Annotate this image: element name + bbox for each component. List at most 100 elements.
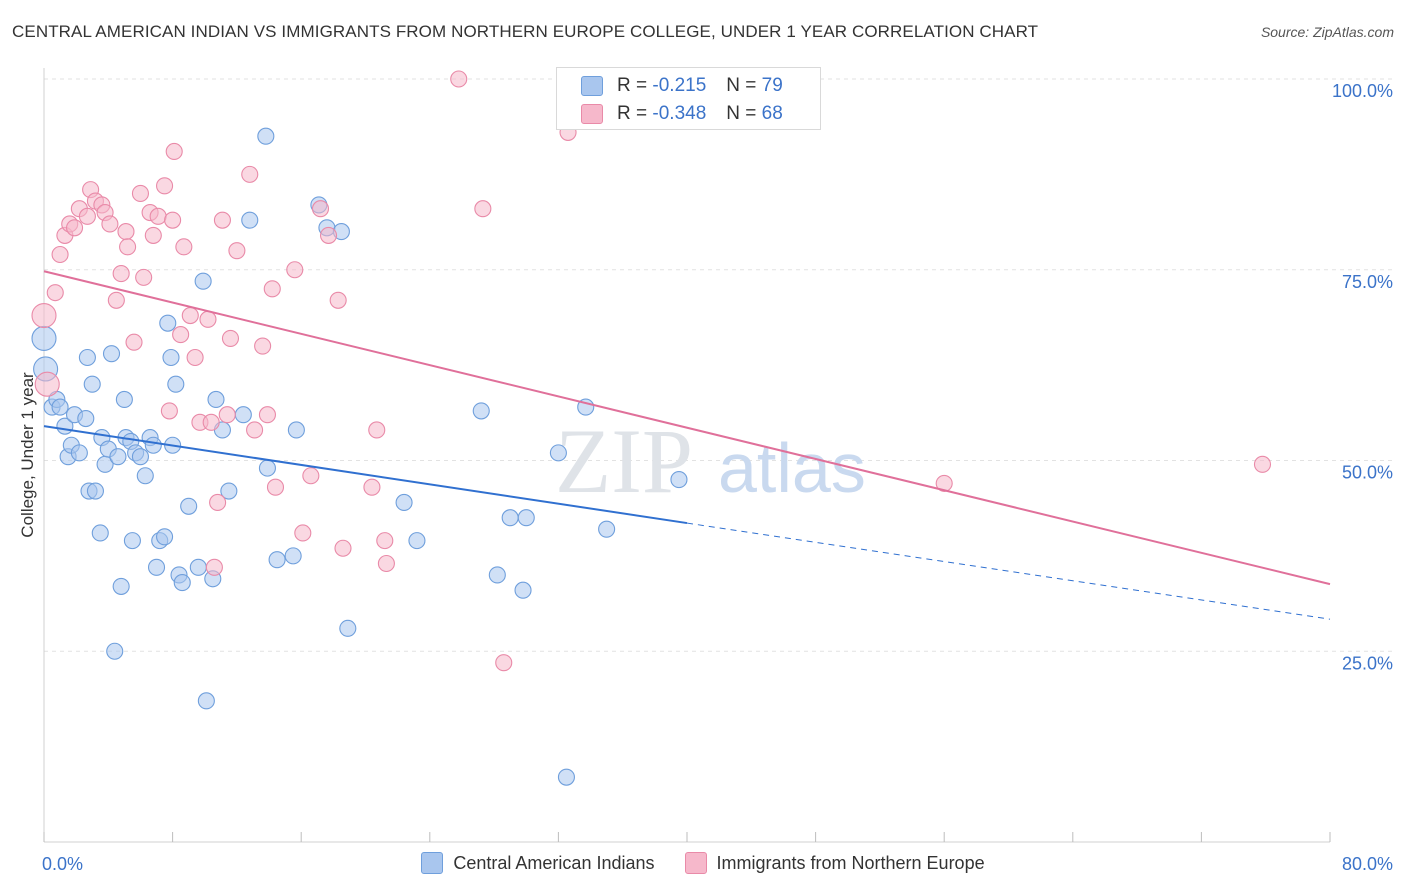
point-northern-europe [1253, 455, 1272, 473]
point-northern-europe [205, 558, 223, 576]
trend-line-central-american [43, 425, 688, 525]
point-northern-europe [125, 333, 143, 351]
gridlines [44, 78, 1392, 652]
point-central-american [287, 421, 305, 439]
point-northern-europe [119, 238, 137, 256]
point-central-american [115, 390, 133, 409]
point-northern-europe [258, 406, 276, 424]
trend-line-northern-europe [43, 270, 1331, 586]
point-northern-europe [186, 348, 204, 367]
point-northern-europe [294, 524, 312, 542]
y-axis-label: College, Under 1 year [18, 372, 37, 538]
point-central-american [234, 406, 252, 424]
source-credit: Source: ZipAtlas.com [1260, 24, 1394, 40]
point-northern-europe [160, 402, 178, 420]
point-central-american [408, 532, 426, 550]
point-northern-europe [117, 223, 135, 241]
point-northern-europe [450, 70, 468, 88]
trend-lines [43, 270, 1331, 620]
point-central-american [91, 524, 109, 542]
legend-swatch-pink [684, 852, 707, 874]
point-northern-europe [266, 478, 285, 496]
point-central-american [162, 348, 180, 367]
point-central-american [31, 325, 57, 351]
point-northern-europe [149, 207, 167, 225]
legend-item-central-american[interactable]: Central American Indians [421, 852, 655, 874]
point-central-american [339, 619, 357, 637]
point-northern-europe [935, 474, 953, 492]
point-northern-europe [329, 291, 347, 309]
point-central-american [549, 444, 567, 462]
point-central-american [598, 520, 616, 538]
point-central-american [136, 467, 154, 485]
point-central-american [123, 532, 141, 550]
stats-r-value: -0.215 [652, 75, 707, 96]
point-northern-europe [175, 238, 193, 256]
point-northern-europe [218, 406, 236, 424]
legend-label: Immigrants from Northern Europe [716, 852, 985, 873]
stats-r-label: R = [617, 75, 648, 96]
y-tick-label: 25.0% [1342, 653, 1393, 673]
point-northern-europe [495, 654, 513, 672]
point-central-american [258, 459, 276, 477]
stats-row-northern-europe: R = -0.348 N = 68 [581, 100, 783, 128]
point-northern-europe [144, 226, 162, 244]
point-northern-europe [377, 554, 395, 573]
point-northern-europe [319, 226, 338, 244]
point-northern-europe [135, 268, 153, 286]
point-central-american [268, 551, 286, 569]
point-northern-europe [202, 413, 220, 431]
legend-swatch-blue [421, 852, 444, 874]
point-central-american [194, 272, 212, 290]
point-central-american [167, 375, 185, 393]
point-central-american [472, 402, 490, 420]
point-central-american [501, 509, 519, 527]
point-central-american [131, 448, 149, 466]
stats-n-value: 79 [761, 75, 783, 96]
point-central-american [557, 768, 575, 786]
point-central-american [173, 574, 191, 592]
watermark-zip: ZIP [555, 410, 693, 512]
point-central-american [670, 471, 688, 489]
legend-item-northern-europe[interactable]: Immigrants from Northern Europe [684, 852, 985, 874]
point-central-american [83, 375, 101, 393]
point-northern-europe [254, 337, 272, 355]
point-central-american [220, 482, 238, 500]
point-northern-europe [311, 200, 330, 218]
point-northern-europe [164, 211, 182, 229]
point-northern-europe [78, 207, 96, 225]
x-tick-label: 80.0% [1342, 854, 1393, 874]
point-northern-europe [65, 219, 84, 237]
data-points [31, 70, 1272, 786]
point-northern-europe [165, 142, 183, 161]
point-central-american [147, 558, 166, 576]
point-northern-europe [363, 478, 381, 496]
stats-n-label: N = [726, 103, 757, 124]
axes [43, 68, 1331, 843]
y-tick-label: 50.0% [1342, 463, 1393, 483]
tick-labels: 25.0% 50.0% 75.0% 100.0% 0.0% 80.0% [42, 81, 1393, 874]
point-northern-europe [221, 329, 240, 347]
point-northern-europe [181, 306, 199, 325]
stats-n-value: 68 [761, 103, 783, 124]
point-central-american [284, 547, 302, 565]
point-northern-europe [131, 184, 149, 202]
point-central-american [51, 398, 69, 416]
point-northern-europe [246, 421, 264, 439]
stats-row-central-american: R = -0.215 N = 79 [581, 72, 783, 100]
point-central-american [180, 497, 198, 515]
point-central-american [156, 528, 174, 546]
trend-line-central-american-extension [686, 522, 1331, 620]
point-northern-europe [263, 280, 281, 298]
point-northern-europe [334, 539, 352, 557]
point-central-american [112, 577, 130, 595]
point-northern-europe [34, 371, 60, 397]
point-central-american [78, 348, 96, 367]
point-central-american [144, 436, 162, 454]
point-central-american [102, 345, 121, 363]
point-northern-europe [101, 215, 119, 233]
stats-swatch-pink [581, 104, 603, 124]
point-central-american [257, 127, 275, 145]
point-central-american [517, 509, 535, 527]
